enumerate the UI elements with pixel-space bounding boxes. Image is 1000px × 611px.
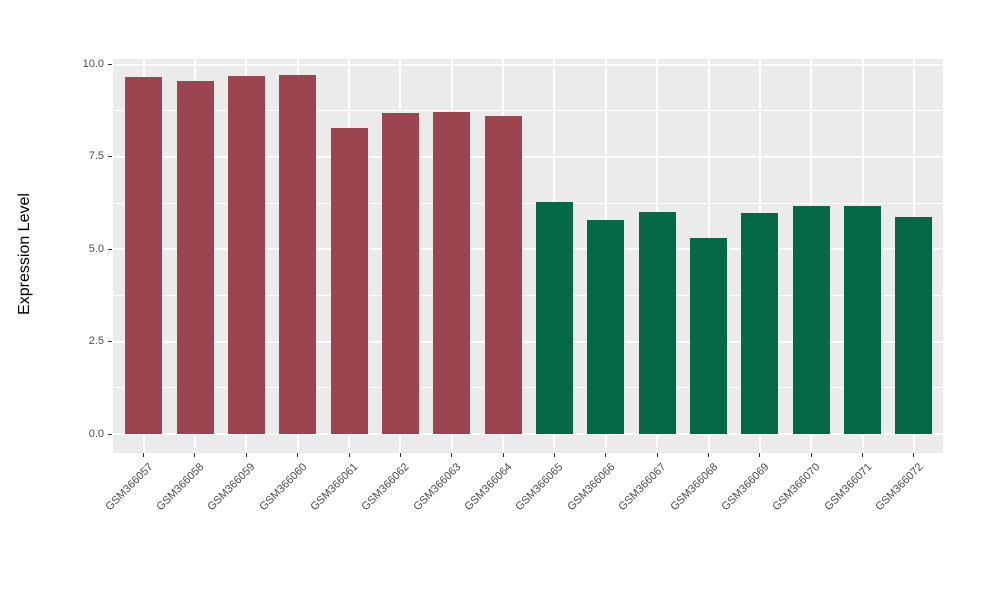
bar-GSM366062: [381, 112, 419, 434]
y-tick-mark: [108, 341, 112, 343]
y-tick-mark: [108, 64, 112, 65]
gridline-major-horizontal: [113, 433, 943, 435]
x-tick-mark: [451, 453, 453, 457]
y-tick-label: 10.0: [82, 58, 104, 70]
bar-GSM366068: [690, 238, 727, 434]
gridline-major-horizontal: [113, 63, 943, 66]
x-tick-mark: [553, 453, 555, 457]
gridline-minor-horizontal: [113, 387, 943, 389]
bar-GSM366071: [844, 206, 881, 434]
x-tick-mark: [810, 453, 812, 457]
y-axis-title: Expression Level: [16, 193, 33, 315]
bar-GSM366065: [535, 202, 573, 434]
gridline-minor-horizontal: [113, 294, 943, 296]
bar-GSM366057: [125, 77, 163, 434]
bar-GSM366059: [227, 76, 265, 434]
bar-GSM366061: [330, 128, 368, 434]
bar-GSM366069: [741, 213, 779, 434]
x-tick-mark: [656, 453, 658, 457]
bar-GSM366060: [279, 74, 317, 434]
x-tick-mark: [348, 453, 350, 457]
bar-GSM366064: [484, 115, 522, 434]
x-tick-mark: [605, 453, 607, 457]
gridline-minor-horizontal: [113, 110, 943, 112]
x-tick-mark: [297, 453, 299, 457]
x-tick-mark: [862, 453, 863, 457]
bar-GSM366067: [638, 212, 676, 434]
x-tick-mark: [194, 453, 196, 457]
x-tick-mark: [399, 453, 401, 457]
gridline-major-horizontal: [113, 155, 943, 158]
y-tick-label: 7.5: [88, 150, 104, 163]
y-tick-mark: [108, 248, 112, 250]
x-tick-mark: [759, 453, 761, 457]
x-tick-mark: [502, 453, 504, 457]
gridline-major-horizontal: [113, 248, 943, 251]
y-tick-label: 0.0: [88, 427, 104, 440]
gridline-minor-horizontal: [113, 202, 943, 204]
bar-GSM366072: [895, 216, 933, 434]
bar-GSM366063: [433, 111, 471, 434]
expression-bar-chart: Expression Level 0.0 2.5 5.0 7.5 10.0 GSM3660…: [16, 58, 943, 513]
bar-GSM366070: [792, 206, 830, 434]
plot-panel: [113, 59, 943, 453]
bar-GSM366066: [587, 219, 625, 434]
y-tick-mark: [108, 156, 112, 158]
x-tick-mark: [708, 453, 709, 457]
y-tick-label: 2.5: [88, 335, 104, 348]
y-tick-mark: [108, 433, 112, 435]
x-tick-mark: [143, 453, 145, 457]
gridline-major-horizontal: [113, 340, 943, 343]
x-tick-mark: [245, 453, 247, 457]
bar-GSM366058: [176, 81, 214, 434]
figure-canvas: { "figure": { "background_color": "#FFFF…: [16, 58, 943, 514]
y-tick-label: 5.0: [88, 242, 104, 255]
x-tick-mark: [913, 453, 915, 457]
